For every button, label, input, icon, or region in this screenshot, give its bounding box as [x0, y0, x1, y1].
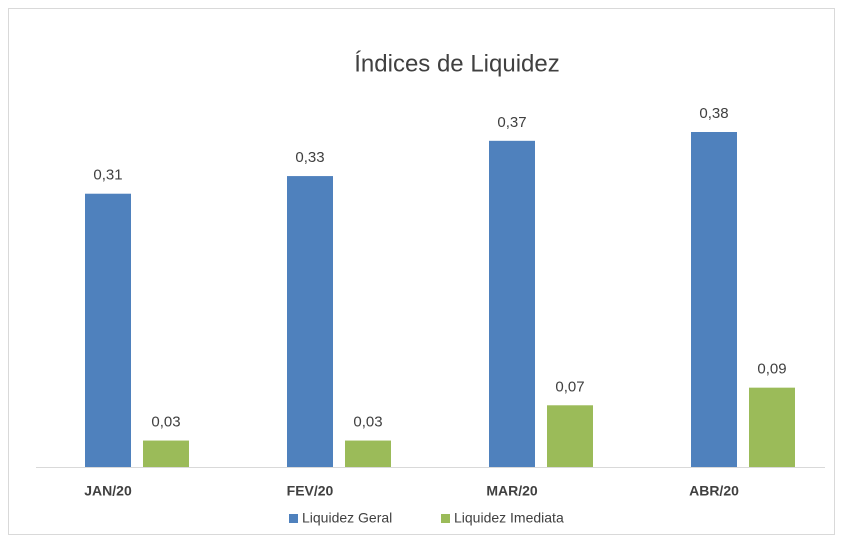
- bar: [345, 440, 391, 467]
- bar: [287, 176, 333, 467]
- x-tick-label: FEV/20: [287, 483, 334, 499]
- bar: [143, 440, 189, 467]
- x-tick-label: ABR/20: [689, 483, 739, 499]
- bar: [489, 140, 535, 467]
- bar: [85, 193, 131, 468]
- data-label: 0,03: [353, 414, 382, 431]
- bar: [691, 132, 737, 467]
- x-tick-label: MAR/20: [486, 483, 538, 499]
- legend-swatch: [441, 514, 450, 523]
- data-label: 0,07: [555, 378, 584, 395]
- data-label: 0,33: [295, 149, 324, 166]
- data-label: 0,31: [93, 167, 122, 184]
- x-tick-label: JAN/20: [84, 483, 132, 499]
- data-label: 0,09: [757, 361, 786, 378]
- bar: [547, 405, 593, 467]
- legend-swatch: [289, 514, 298, 523]
- legend-label: Liquidez Imediata: [454, 510, 564, 526]
- data-label: 0,03: [151, 414, 180, 431]
- data-label: 0,38: [699, 105, 728, 122]
- bar: [749, 387, 795, 467]
- legend-label: Liquidez Geral: [302, 510, 392, 526]
- chart-title: Índices de Liquidez: [354, 50, 559, 77]
- data-label: 0,37: [497, 114, 526, 131]
